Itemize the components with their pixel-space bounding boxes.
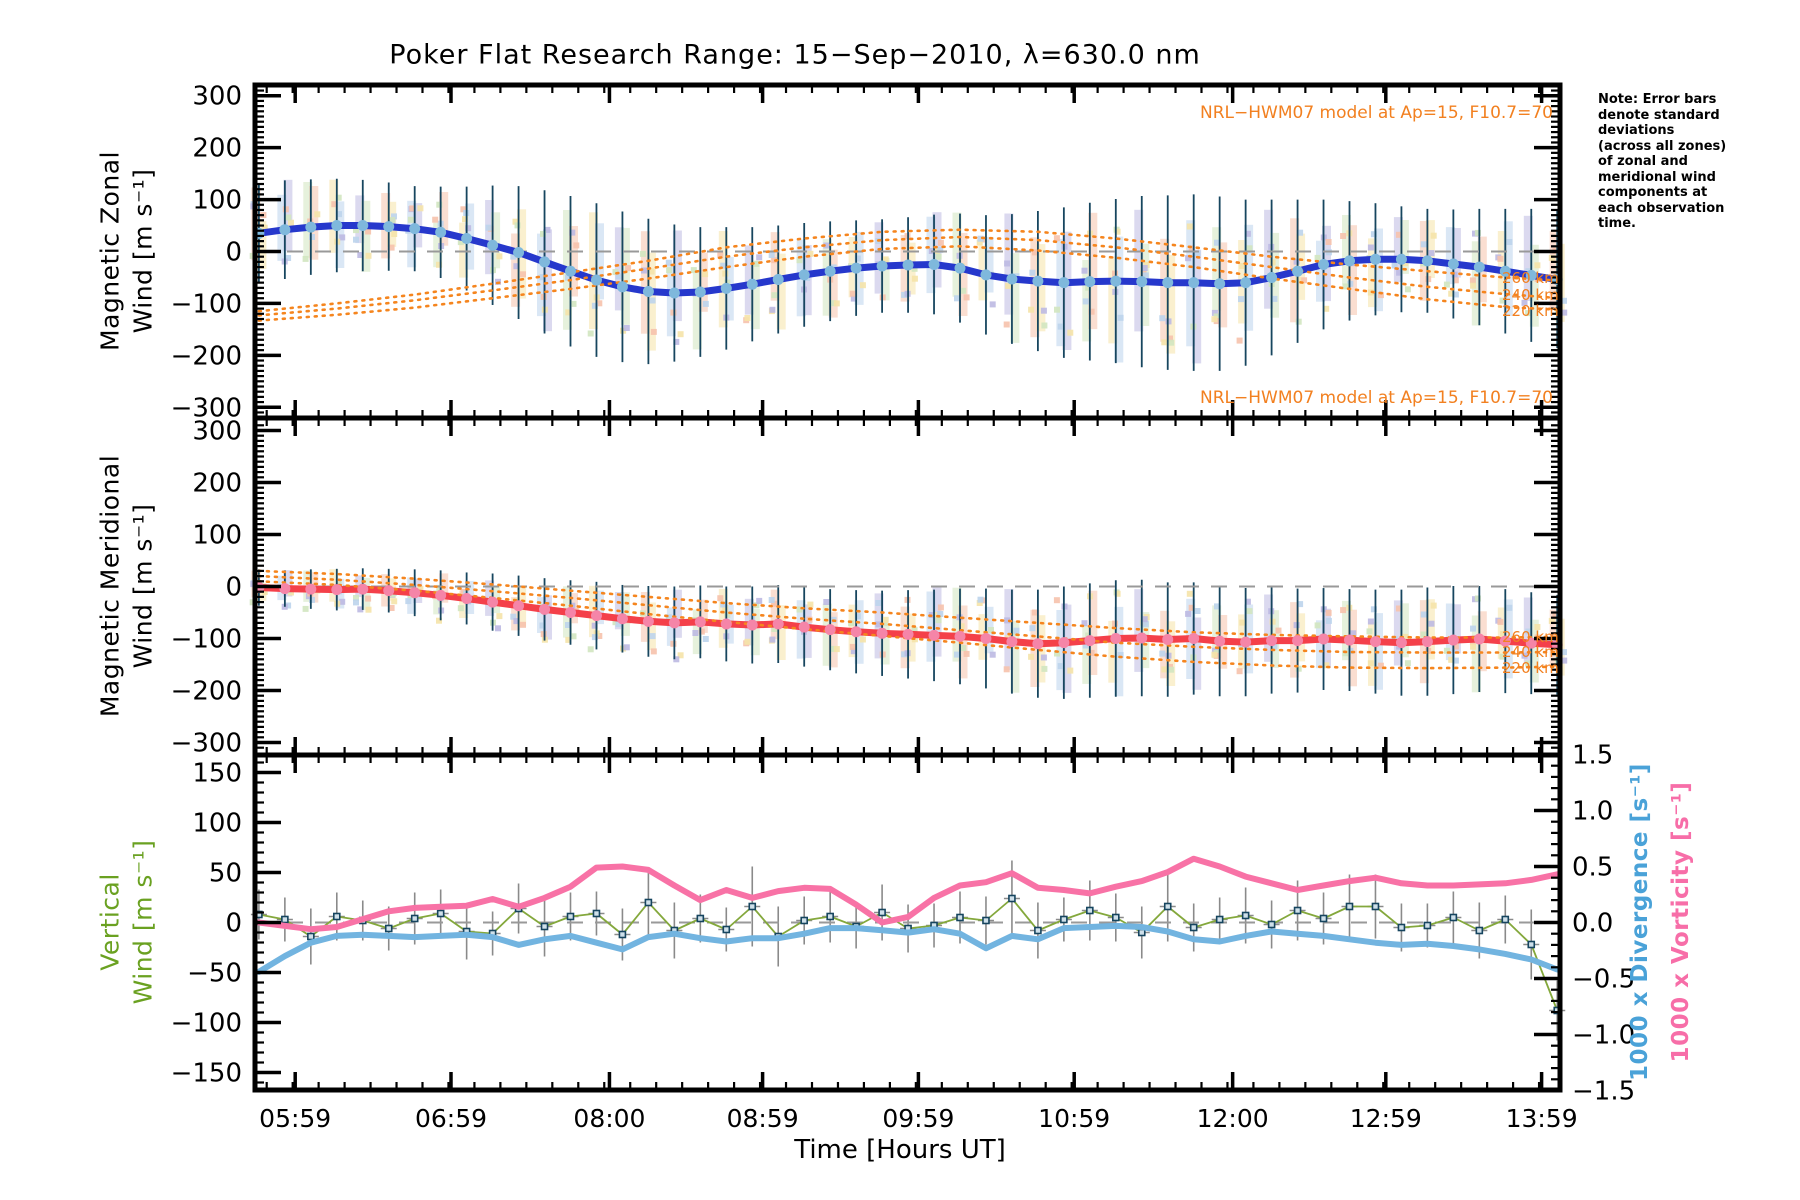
model-legend-meridional: NRL−HWM07 model at Ap=15, F10.7=70 [1200,388,1553,408]
svg-text:−100: −100 [171,625,242,655]
svg-text:−100: −100 [171,1009,242,1039]
altitude-label-zonal-220km: 220 km [1502,302,1559,320]
svg-text:100: 100 [192,809,242,839]
svg-text:−200: −200 [171,341,242,371]
altitude-label-meridional-260km: 260 km [1502,628,1559,646]
meridional-axis-title-line1: Magnetic Meridional [95,454,125,718]
tick-label-layer: 300 300 200 200 100 100 0 0 −100 −100 −200 −200 −300… [171,82,1636,1133]
svg-text:12:59: 12:59 [1350,1104,1422,1133]
svg-text:0.5: 0.5 [1572,853,1613,883]
svg-text:13:59: 13:59 [1506,1104,1578,1133]
altitude-label-zonal-240km: 240 km [1502,286,1559,304]
zonal-axis-title-line2: Wind [m s⁻¹] [128,168,158,334]
note-line: of zonal and [1598,154,1688,169]
svg-text:−200: −200 [171,677,242,707]
svg-text:−1.0: −1.0 [1572,1021,1635,1051]
x-axis-title: Time [Hours UT] [794,1135,1006,1165]
svg-text:−50: −50 [187,959,242,989]
svg-text:06:59: 06:59 [415,1104,487,1133]
svg-text:08:00: 08:00 [573,1104,645,1133]
vertical-axis-title-line1: Vertical [95,873,125,971]
svg-text:50: 50 [209,859,242,889]
note-block: Note: Error bars denote standard deviati… [1598,92,1726,232]
note-line: deviations [1598,123,1675,138]
svg-text:1.5: 1.5 [1572,741,1613,771]
svg-text:0: 0 [225,238,242,268]
svg-text:09:59: 09:59 [882,1104,954,1133]
model-layer [257,228,1562,670]
svg-text:−100: −100 [171,289,242,319]
svg-text:300: 300 [192,417,242,447]
svg-text:12:00: 12:00 [1197,1104,1269,1133]
svg-text:100: 100 [192,521,242,551]
note-line: Note: Error bars [1598,92,1717,107]
note-line: (across all zones) [1598,138,1727,154]
altitude-label-zonal-260km: 260 km [1502,269,1559,287]
model-legend-zonal: NRL−HWM07 model at Ap=15, F10.7=70 [1200,103,1553,123]
svg-text:−1.5: −1.5 [1572,1077,1635,1107]
marker-layer [253,220,1563,1015]
svg-text:200: 200 [192,469,242,499]
note-line: denote standard [1598,107,1720,123]
altitude-label-meridional-240km: 240 km [1502,643,1559,661]
errorbar-layer [250,178,1566,1041]
note-line: meridional wind [1598,169,1716,185]
note-line: time. [1598,216,1636,231]
svg-text:0: 0 [225,909,242,939]
zero-line-layer [259,250,1556,924]
svg-text:150: 150 [192,759,242,789]
page-title: Poker Flat Research Range: 15−Sep−2010, … [389,39,1201,71]
altitude-label-meridional-220km: 220 km [1502,659,1559,677]
divergence-axis-title: 1000 x Divergence [s⁻¹] [1627,763,1653,1081]
svg-text:200: 200 [192,134,242,164]
vorticity-axis-title: 1000 x Vorticity [s⁻¹] [1668,781,1694,1063]
svg-text:300: 300 [192,82,242,112]
svg-text:0.0: 0.0 [1572,909,1613,939]
zonal-axis-title-line1: Magnetic Zonal [95,151,125,351]
note-line: components at [1598,185,1708,200]
svg-text:−300: −300 [171,393,242,423]
svg-text:1.0: 1.0 [1572,797,1613,827]
svg-text:0: 0 [225,573,242,603]
svg-text:05:59: 05:59 [259,1104,331,1133]
frame-and-ticks-layer [252,82,1563,1093]
svg-text:10:59: 10:59 [1038,1104,1110,1133]
meridional-axis-title-line2: Wind [m s⁻¹] [128,503,158,669]
vertical-axis-title-line2: Wind [m s⁻¹] [128,839,158,1005]
svg-text:−300: −300 [171,729,242,759]
svg-text:08:59: 08:59 [727,1104,799,1133]
note-line: each observation [1598,200,1725,216]
svg-text:100: 100 [192,186,242,216]
svg-text:−0.5: −0.5 [1572,965,1635,995]
svg-text:−150: −150 [171,1059,242,1089]
